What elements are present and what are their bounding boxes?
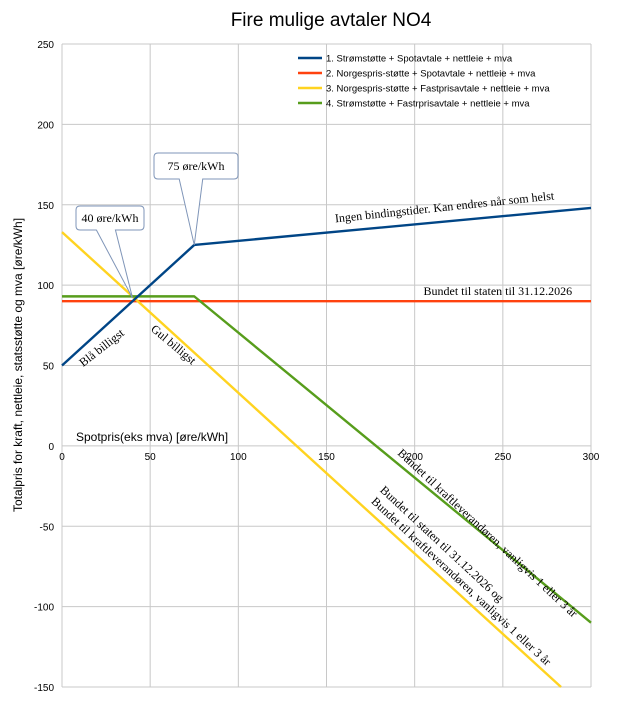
x-tick-label: 250	[494, 452, 511, 463]
y-tick-label: 250	[37, 40, 54, 51]
x-axis-label: Spotpris(eks mva) [øre/kWh]	[76, 430, 228, 444]
callout-label: 40 øre/kWh	[82, 211, 139, 225]
x-tick-label: 200	[406, 452, 423, 463]
x-tick-label: 150	[318, 452, 335, 463]
x-tick-label: 100	[230, 452, 247, 463]
y-tick-label: -150	[34, 683, 54, 694]
y-tick-label: 150	[37, 201, 54, 212]
callout-label: 75 øre/kWh	[168, 159, 225, 173]
series-line-4	[62, 295, 592, 624]
tick-labels: 0 50 100 150 200 250 300 -150 -100 -50 0 50 100 150 20…	[34, 40, 600, 694]
y-tick-label: 200	[37, 120, 54, 131]
x-tick-label: 0	[59, 452, 65, 463]
callouts: 75 øre/kWh 40 øre/kWh	[75, 152, 239, 299]
y-tick-label: -50	[40, 522, 55, 533]
series	[61, 206, 592, 688]
legend-entry-2: 2. Norgespris-støtte + Spotavtale + nett…	[326, 69, 536, 80]
legend: 1. Strømstøtte + Spotavtale + nettleie +…	[298, 54, 550, 110]
callout-box	[153, 152, 239, 246]
legend-entry-3: 3. Norgespris-støtte + Fastprisavtale + …	[326, 84, 550, 95]
y-tick-label: 100	[37, 281, 54, 292]
legend-entry-1: 1. Strømstøtte + Spotavtale + nettleie +…	[326, 54, 513, 65]
chart-title: Fire mulige avtaler NO4	[231, 10, 432, 31]
y-tick-label: 0	[48, 442, 54, 453]
grid	[61, 43, 592, 688]
legend-entry-4: 4. Strømstøtte + Fastrprisavtale + nettl…	[326, 99, 530, 110]
x-tick-label: 300	[583, 452, 600, 463]
annotation-label: Bundet til staten til 31.12.2026	[423, 284, 572, 298]
y-tick-label: 50	[43, 362, 55, 373]
callout-box	[75, 205, 145, 299]
y-tick-label: -100	[34, 603, 54, 614]
x-tick-label: 50	[145, 452, 157, 463]
y-axis-label: Totalpris for kraft, nettleie, statsstøt…	[11, 218, 25, 512]
series-line-3	[61, 231, 562, 688]
